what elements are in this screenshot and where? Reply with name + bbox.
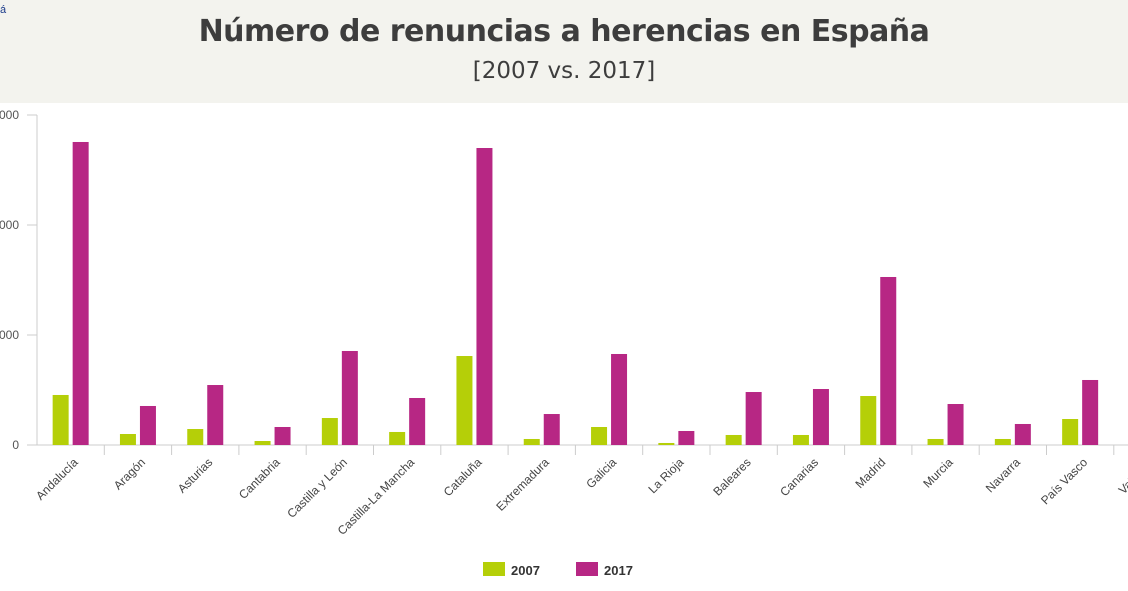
bar-2007-galicia[interactable]: [591, 426, 608, 445]
bar-2017-galicia[interactable]: [611, 353, 628, 445]
x-tick-label: País Vasco: [1038, 455, 1090, 507]
bar-2017-canarias[interactable]: [812, 389, 829, 445]
x-tick-label: Murcia: [920, 455, 956, 491]
y-tick-label: 6000: [0, 218, 19, 232]
x-tick-label: Asturias: [175, 455, 216, 496]
y-tick-label: 0: [12, 438, 19, 452]
x-tick-label: Extremadura: [493, 455, 552, 514]
bar-2007-país-vasco[interactable]: [1062, 419, 1079, 445]
bar-2017-aragón[interactable]: [139, 405, 156, 445]
bar-2017-la-rioja[interactable]: [678, 430, 695, 445]
bar-2007-andalucía[interactable]: [52, 394, 69, 445]
bar-2017-asturias[interactable]: [207, 385, 224, 445]
x-tick-label: Galicia: [583, 455, 619, 491]
x-tick-label: Valencia: [1116, 455, 1128, 497]
x-tick-label: Navarra: [983, 455, 1023, 495]
bar-2017-murcia[interactable]: [947, 404, 964, 445]
bar-2007-extremadura[interactable]: [523, 438, 540, 445]
y-tick-label: 9000: [0, 108, 19, 122]
legend-label-2007[interactable]: 2007: [511, 563, 540, 578]
bar-2007-aragón[interactable]: [119, 434, 136, 445]
bar-2007-cantabria[interactable]: [254, 441, 271, 445]
bar-2007-la-rioja[interactable]: [658, 442, 675, 445]
legend-swatch-2007[interactable]: [483, 562, 505, 576]
bar-2007-asturias[interactable]: [187, 429, 204, 445]
bar-2017-extremadura[interactable]: [543, 414, 560, 445]
bar-2007-madrid[interactable]: [860, 396, 877, 445]
bar-2017-castilla-la-mancha[interactable]: [409, 397, 426, 445]
x-tick-label: Castilla y León: [284, 455, 350, 521]
chart-header: á Número de renuncias a herencias en Esp…: [0, 0, 1128, 103]
bar-2017-andalucía[interactable]: [72, 141, 89, 445]
legend-label-2017[interactable]: 2017: [604, 563, 633, 578]
x-tick-label: Canarias: [777, 455, 821, 499]
bar-2007-castilla-y-león[interactable]: [321, 418, 338, 445]
chart-subtitle: [2007 vs. 2017]: [472, 58, 656, 84]
bar-2007-castilla-la-mancha[interactable]: [389, 431, 406, 445]
bar-2017-cantabria[interactable]: [274, 426, 291, 445]
x-tick-label: Baleares: [710, 455, 753, 498]
bar-2017-baleares[interactable]: [745, 392, 762, 445]
bar-2017-castilla-y-león[interactable]: [341, 350, 358, 445]
bar-2017-madrid[interactable]: [880, 276, 897, 445]
bar-2007-murcia[interactable]: [927, 438, 944, 445]
x-tick-label: Cataluña: [441, 455, 485, 499]
bar-2007-navarra[interactable]: [994, 438, 1011, 445]
corner-text: á: [0, 4, 7, 16]
x-tick-label: Aragón: [111, 455, 148, 492]
x-tick-label: Madrid: [853, 455, 889, 491]
bar-2017-navarra[interactable]: [1014, 423, 1031, 445]
y-tick-label: 3000: [0, 328, 19, 342]
legend-swatch-2017[interactable]: [576, 562, 598, 576]
x-tick-label: Cantabria: [236, 455, 283, 502]
bar-2007-canarias[interactable]: [792, 434, 809, 445]
chart-title: Número de renuncias a herencias en Españ…: [198, 14, 930, 49]
x-tick-label: La Rioja: [645, 455, 686, 496]
bar-2007-cataluña[interactable]: [456, 356, 473, 445]
bar-2017-cataluña[interactable]: [476, 148, 493, 445]
x-tick-label: Andalucía: [33, 455, 81, 503]
bar-2007-baleares[interactable]: [725, 434, 742, 445]
bar-2017-país-vasco[interactable]: [1082, 379, 1099, 445]
